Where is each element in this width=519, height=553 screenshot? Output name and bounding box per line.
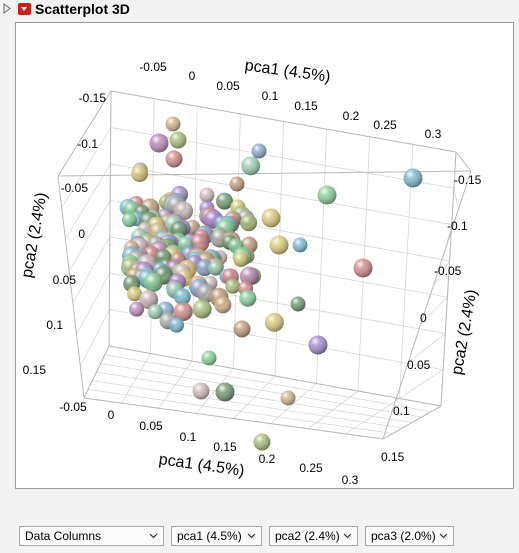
bottom-x-tick-label: 0.15: [213, 440, 237, 454]
data-point-shading: [253, 433, 271, 451]
data-point-shading: [239, 266, 259, 286]
outline-header: Scatterplot 3D: [0, 0, 519, 18]
bottom-x-tick-label: 0.05: [139, 419, 163, 433]
top-x-tick-label: 0.25: [373, 118, 397, 132]
data-point-shading: [290, 296, 306, 312]
data-point-shading: [233, 252, 249, 268]
red-triangle-menu-icon[interactable]: [18, 3, 31, 15]
z-axis-dropdown[interactable]: pca3 (2.0%): [365, 526, 454, 546]
data-columns-dropdown[interactable]: Data Columns: [19, 526, 164, 546]
left-y-tick-label: 0.15: [23, 363, 47, 377]
bottom-x-tick-label: 0.25: [299, 461, 323, 475]
top-x-tick-label: 0.1: [262, 89, 279, 103]
top-x-tick-label: 0.3: [425, 127, 442, 141]
left-y-tick-label: 0.05: [53, 273, 77, 287]
bottom-x-tick-label: 0.3: [342, 473, 359, 487]
data-point-shading: [149, 133, 169, 153]
data-point-shading: [239, 289, 257, 307]
data-point-shading: [121, 212, 137, 228]
data-point-shading: [199, 187, 215, 203]
data-point-shading: [173, 288, 191, 306]
data-point-shading: [147, 304, 163, 320]
top-x-tick-label: 0.05: [216, 79, 240, 93]
right-y-tick-label: -0.05: [434, 264, 462, 278]
data-columns-value: Data Columns: [25, 529, 102, 543]
bottom-x-axis-title: pca1 (4.5%): [158, 451, 246, 480]
top-x-tick-label: 0.2: [343, 109, 360, 123]
left-y-tick-label: 0: [78, 227, 85, 241]
report-title: Scatterplot 3D: [35, 1, 130, 17]
right-y-axis-title: pca2 (2.4%): [449, 288, 481, 376]
data-point-shading: [129, 301, 145, 317]
left-y-tick-label: -0.15: [79, 91, 107, 105]
scatterplot-3d-frame[interactable]: -0.05 0 0.05 0.1 0.15 0.2 0.25 0.3 -0.05 0 0.05 0.1…: [15, 22, 514, 489]
data-point-shading: [169, 131, 187, 149]
data-point-shading: [225, 278, 241, 294]
bottom-x-tick-label: 0.2: [259, 452, 276, 466]
data-point-shading: [240, 214, 258, 232]
chevron-down-icon: [247, 533, 256, 539]
plot-grid: [57, 90, 472, 440]
right-y-tick-label: 0: [420, 311, 427, 325]
y-axis-dropdown[interactable]: pca2 (2.4%): [269, 526, 358, 546]
bottom-x-tick-label: 0: [108, 408, 115, 422]
disclosure-triangle-icon[interactable]: [3, 3, 11, 14]
top-x-tick-label: 0.15: [294, 99, 318, 113]
right-y-tick-label: 0.05: [407, 358, 431, 372]
data-point-shading: [190, 233, 210, 253]
data-point-shading: [214, 296, 232, 314]
data-point-shading: [292, 237, 308, 253]
data-point-shading: [131, 165, 149, 183]
bottom-x-tick-label: 0.1: [180, 430, 197, 444]
top-x-tick-label: -0.05: [139, 60, 167, 74]
data-point-shading: [403, 168, 423, 188]
right-y-tick-label: 0.15: [381, 450, 405, 464]
data-point-shading: [192, 299, 212, 319]
data-point-shading: [192, 382, 210, 400]
right-y-tick-label: 0.1: [393, 404, 410, 418]
chevron-down-icon: [149, 533, 158, 539]
right-y-tick-label: -0.1: [447, 219, 468, 233]
scatterplot-3d-canvas[interactable]: -0.05 0 0.05 0.1 0.15 0.2 0.25 0.3 -0.05 0 0.05 0.1…: [16, 23, 513, 488]
data-point-shading: [261, 208, 281, 228]
chevron-down-icon: [439, 533, 448, 539]
data-point-shading: [229, 176, 245, 192]
left-y-axis-title: pca2 (2.4%): [19, 191, 51, 279]
data-point-shading: [233, 320, 251, 338]
data-point-shading: [241, 156, 261, 176]
data-point-shading: [196, 259, 214, 277]
data-point-shading: [264, 312, 284, 332]
data-point-shading: [173, 302, 193, 322]
right-y-tick-label: -0.15: [454, 173, 482, 187]
data-point-shading: [201, 350, 217, 366]
chevron-down-icon: [343, 533, 352, 539]
top-x-tick-label: 0: [189, 69, 196, 83]
left-y-tick-label: -0.1: [77, 137, 98, 151]
data-point-shading: [165, 116, 181, 132]
left-y-tick-label: -0.05: [61, 181, 89, 195]
left-y-tick-label: 0.1: [46, 318, 63, 332]
x-axis-value: pca1 (4.5%): [177, 529, 242, 543]
data-point-shading: [126, 286, 142, 302]
top-x-axis-title: pca1 (4.5%): [244, 57, 332, 86]
bottom-x-tick-label: -0.05: [59, 400, 87, 414]
data-point-shading: [215, 382, 235, 402]
data-point-shading: [317, 185, 337, 205]
z-axis-value: pca3 (2.0%): [371, 529, 436, 543]
data-points: [119, 116, 423, 451]
data-point-shading: [269, 235, 289, 255]
data-point-shading: [139, 290, 159, 310]
data-point-shading: [251, 143, 267, 159]
data-point-shading: [208, 260, 224, 276]
data-point-shading: [169, 317, 185, 333]
data-point-shading: [308, 335, 328, 355]
data-point-shading: [353, 258, 373, 278]
y-axis-value: pca2 (2.4%): [275, 529, 340, 543]
x-axis-dropdown[interactable]: pca1 (4.5%): [171, 526, 262, 546]
data-point-shading: [165, 150, 183, 168]
data-point-shading: [215, 192, 233, 210]
data-point-shading: [143, 272, 163, 292]
data-point-shading: [280, 390, 296, 406]
